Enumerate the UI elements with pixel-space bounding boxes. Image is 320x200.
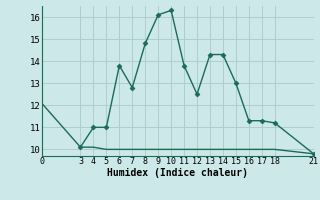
X-axis label: Humidex (Indice chaleur): Humidex (Indice chaleur) xyxy=(107,168,248,178)
